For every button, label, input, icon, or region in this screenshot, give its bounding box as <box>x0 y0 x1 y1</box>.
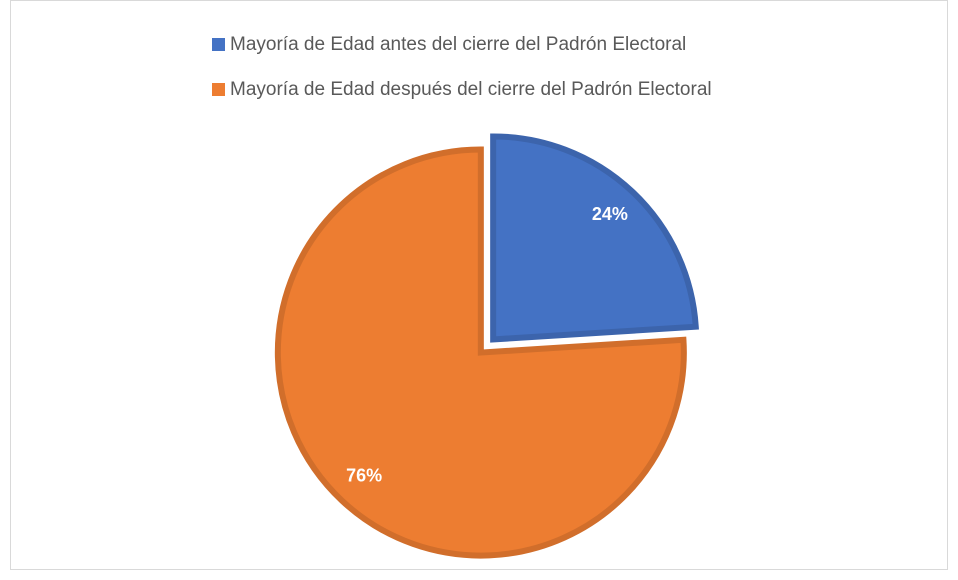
pie-slice <box>490 133 699 343</box>
data-label: 24% <box>592 204 628 224</box>
legend-label: Mayoría de Edad después del cierre del P… <box>230 79 712 100</box>
pie-slice <box>274 146 687 559</box>
legend-label: Mayoría de Edad antes del cierre del Pad… <box>230 34 686 55</box>
legend-swatch <box>212 83 225 96</box>
legend-swatch <box>212 38 225 51</box>
data-label: 76% <box>346 466 382 486</box>
